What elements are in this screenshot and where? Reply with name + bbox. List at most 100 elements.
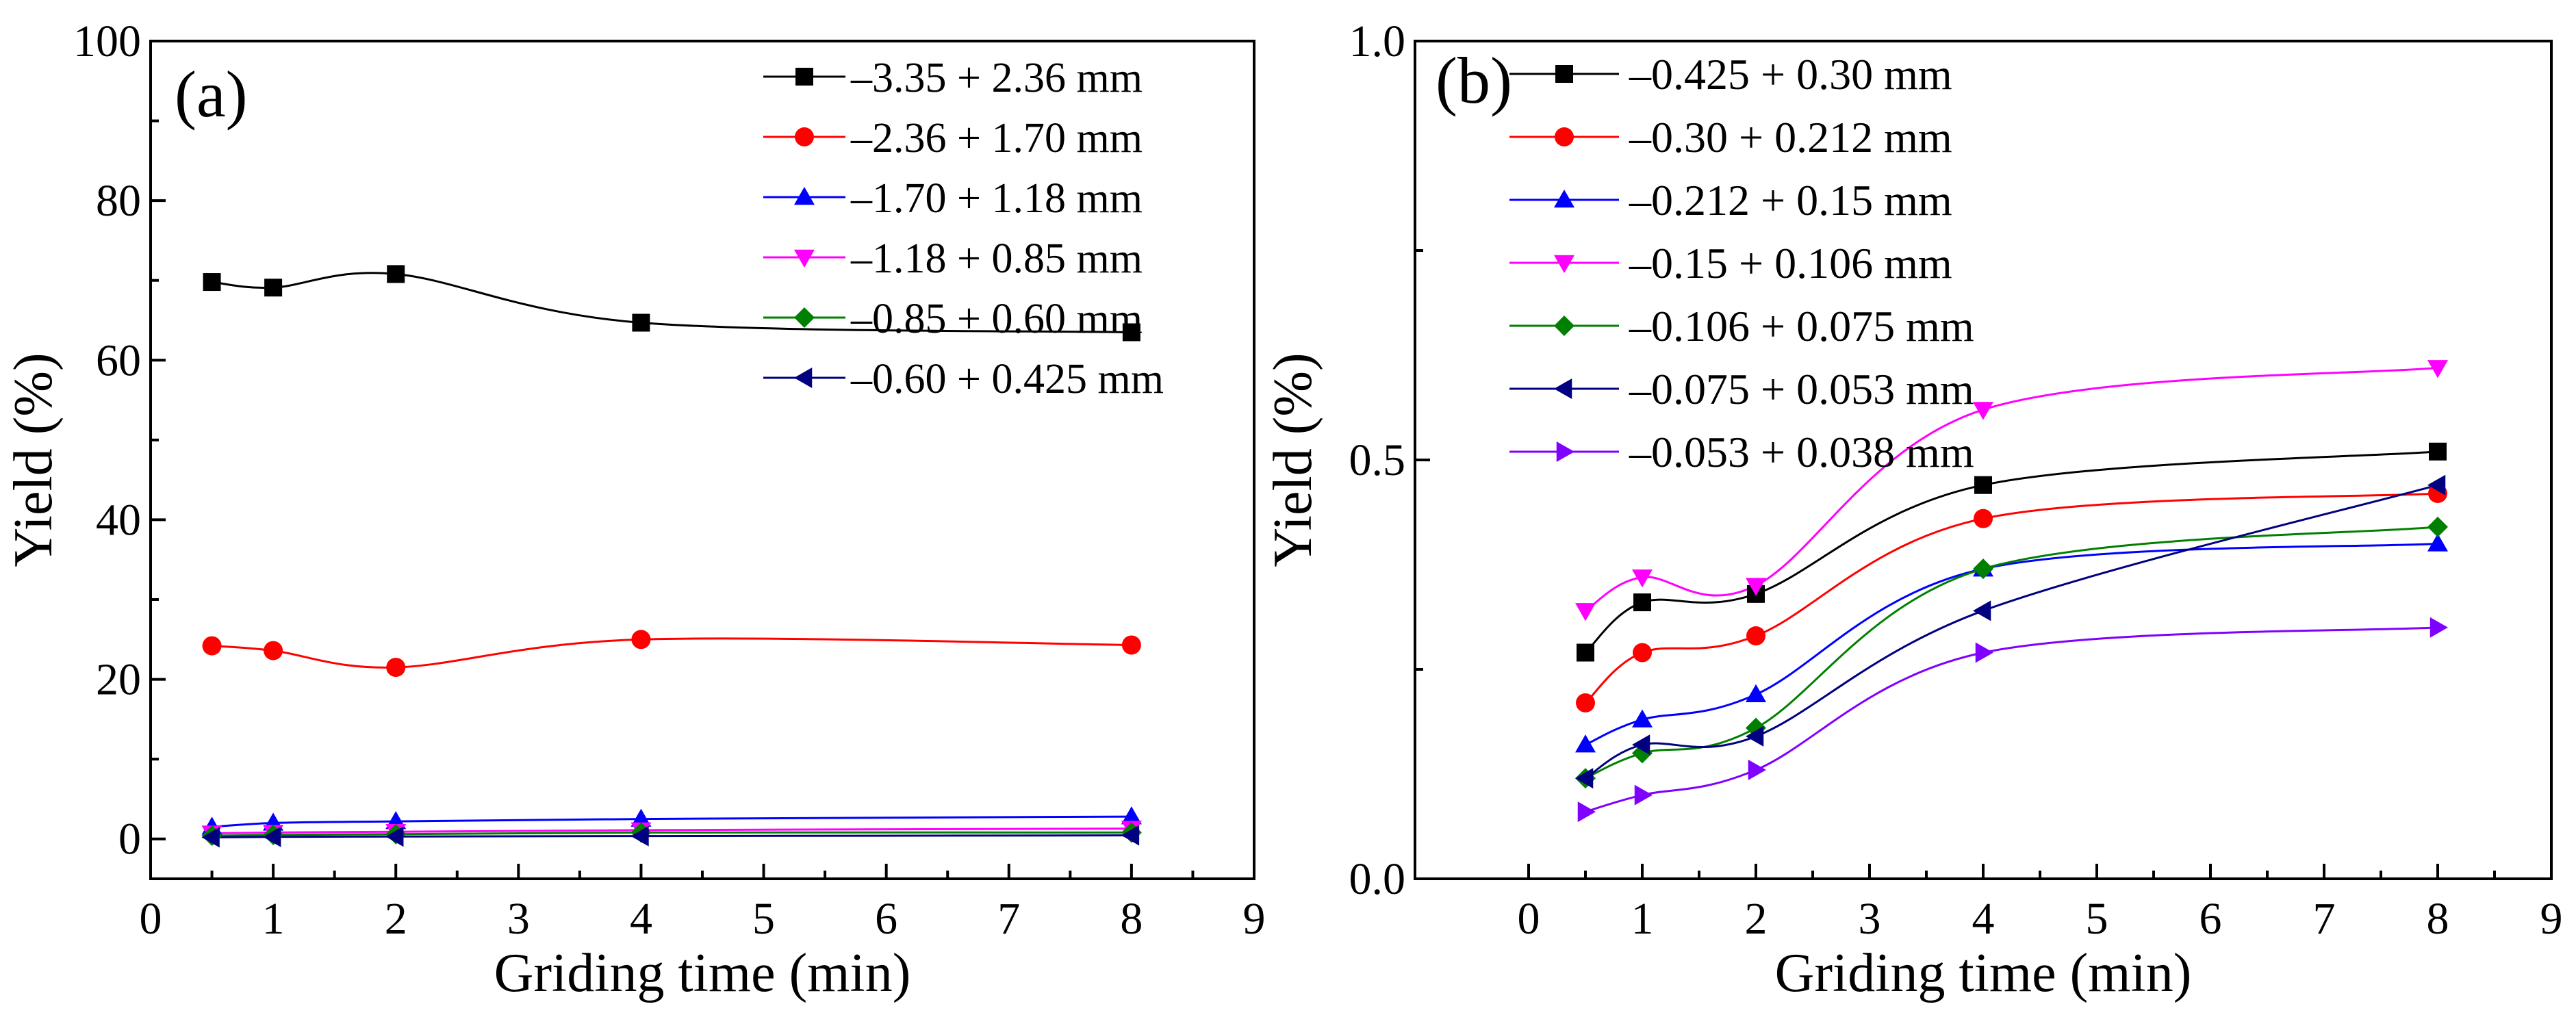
y-axis-label-a: Yield (%) [3, 352, 64, 567]
data-point-b-4-4 [2427, 516, 2448, 537]
legend-label-b-5: –0.075 + 0.053 mm [1629, 365, 1974, 413]
legend-label-b-6: –0.053 + 0.038 mm [1629, 428, 1974, 476]
data-point-b-6-3 [1975, 642, 1993, 663]
data-point-b-6-0 [1577, 801, 1596, 823]
x-tick-label-a: 3 [507, 894, 530, 944]
legend-label-b-1: –0.30 + 0.212 mm [1629, 113, 1952, 162]
legend-marker-b-0 [1555, 65, 1573, 83]
x-tick-label-a: 8 [1120, 894, 1143, 944]
data-point-b-0-1 [1633, 593, 1651, 612]
legend-label-a-2: –1.70 + 1.18 mm [850, 175, 1143, 222]
x-tick-label-b: 0 [1518, 894, 1540, 944]
data-point-b-0-4 [2429, 442, 2447, 461]
x-tick-label-b: 8 [2427, 894, 2449, 944]
data-point-b-3-4 [2427, 360, 2448, 378]
data-point-b-5-0 [1575, 768, 1594, 789]
data-point-a-1-2 [386, 658, 406, 678]
data-point-b-0-3 [1974, 476, 1992, 494]
data-point-b-4-3 [1973, 558, 1993, 580]
legend-marker-b-6 [1556, 441, 1574, 462]
panel-label-b: (b) [1436, 44, 1512, 117]
x-tick-label-b: 4 [1972, 894, 1995, 944]
panel-b: (b) Griding time (min) Yield (%) 0 1 2 3 4 5 6… [1263, 16, 2563, 1003]
data-point-b-1-2 [1746, 626, 1765, 646]
legend-marker-a-0 [795, 68, 813, 86]
series-markers-a [201, 265, 1142, 848]
data-point-b-2-0 [1575, 734, 1596, 753]
data-point-a-1-3 [631, 630, 651, 650]
legend-label-a-4: –0.85 + 0.60 mm [850, 296, 1143, 342]
ticks-a: 0 1 2 3 4 5 6 7 8 9 0 20 40 60 80 100 [73, 16, 1266, 944]
y-axis-label-b: Yield (%) [1263, 352, 1323, 567]
data-point-a-2-4 [1121, 806, 1142, 825]
data-point-a-0-1 [264, 279, 283, 297]
data-point-b-3-1 [1632, 569, 1653, 588]
data-point-b-3-2 [1746, 578, 1766, 596]
x-tick-label-a: 7 [997, 894, 1020, 944]
x-axis-label-a: Griding time (min) [494, 943, 911, 1003]
legend-marker-b-1 [1555, 127, 1574, 146]
data-point-b-2-2 [1746, 684, 1766, 702]
y-tick-label-a: 20 [96, 655, 141, 705]
data-point-b-5-3 [1973, 600, 1991, 621]
ticks-b: 0 1 2 3 4 5 6 7 8 9 0.0 0.5 1.0 [1349, 16, 2563, 944]
legend-b: –0.425 + 0.30 mm –0.30 + 0.212 mm –0.212 +… [1509, 50, 1974, 476]
data-point-a-5-0 [201, 827, 220, 848]
legend-label-a-3: –1.18 + 0.85 mm [850, 235, 1143, 282]
y-tick-label-a: 0 [118, 814, 141, 864]
panel-a: (a) Griding time (min) Yield (%) 0 1 2 3 4 5 6… [3, 16, 1266, 1003]
x-tick-label-a: 6 [875, 894, 897, 944]
y-tick-label-a: 100 [73, 16, 141, 66]
data-point-b-6-4 [2430, 617, 2448, 638]
data-point-b-2-4 [2427, 533, 2448, 552]
legend-marker-b-4 [1554, 316, 1574, 336]
legend-label-b-4: –0.106 + 0.075 mm [1629, 302, 1974, 350]
data-point-b-0-0 [1577, 643, 1594, 662]
x-tick-label-a: 0 [140, 894, 162, 944]
x-tick-label-b: 2 [1745, 894, 1768, 944]
x-tick-label-b: 6 [2199, 894, 2222, 944]
data-point-a-5-4 [1121, 825, 1140, 846]
x-tick-label-b: 1 [1631, 894, 1654, 944]
legend-label-a-0: –3.35 + 2.36 mm [850, 55, 1143, 101]
x-tick-label-b: 9 [2540, 894, 2563, 944]
x-tick-label-a: 2 [385, 894, 407, 944]
legend-marker-b-3 [1554, 255, 1574, 273]
data-point-b-5-4 [2427, 474, 2446, 496]
legend-label-b-3: –0.15 + 0.106 mm [1629, 239, 1952, 287]
y-tick-label-b: 0.5 [1349, 435, 1406, 485]
legend-marker-a-1 [795, 127, 814, 146]
data-point-a-1-4 [1121, 635, 1141, 655]
legend-label-b-2: –0.212 + 0.15 mm [1629, 176, 1952, 224]
data-point-a-0-3 [632, 313, 650, 332]
data-point-a-5-3 [630, 825, 649, 847]
legend-marker-a-4 [794, 307, 815, 328]
y-tick-label-a: 60 [96, 335, 141, 385]
data-point-b-3-3 [1973, 402, 1993, 420]
data-point-b-2-1 [1632, 709, 1653, 728]
x-tick-label-b: 7 [2313, 894, 2336, 944]
x-tick-label-a: 5 [752, 894, 775, 944]
data-point-a-1-0 [202, 636, 222, 656]
data-point-a-1-1 [264, 641, 283, 660]
data-point-b-5-2 [1746, 725, 1764, 747]
data-point-b-1-0 [1576, 693, 1595, 712]
y-tick-label-b: 0.0 [1349, 854, 1406, 904]
data-point-a-0-2 [387, 265, 405, 283]
legend-label-a-5: –0.60 + 0.425 mm [850, 356, 1164, 402]
data-point-a-5-2 [385, 826, 404, 847]
x-axis-label-b: Griding time (min) [1775, 943, 2192, 1003]
x-tick-label-a: 1 [262, 894, 285, 944]
x-tick-label-b: 3 [1859, 894, 1881, 944]
y-tick-label-a: 40 [96, 495, 141, 545]
data-point-b-6-1 [1634, 784, 1653, 806]
x-tick-label-a: 4 [630, 894, 652, 944]
data-point-a-0-0 [203, 273, 221, 292]
panel-label-a: (a) [175, 57, 248, 131]
legend-label-b-0: –0.425 + 0.30 mm [1629, 50, 1952, 99]
data-point-b-1-3 [1974, 509, 1993, 528]
data-point-b-6-2 [1748, 759, 1766, 780]
x-tick-label-b: 5 [2086, 894, 2108, 944]
